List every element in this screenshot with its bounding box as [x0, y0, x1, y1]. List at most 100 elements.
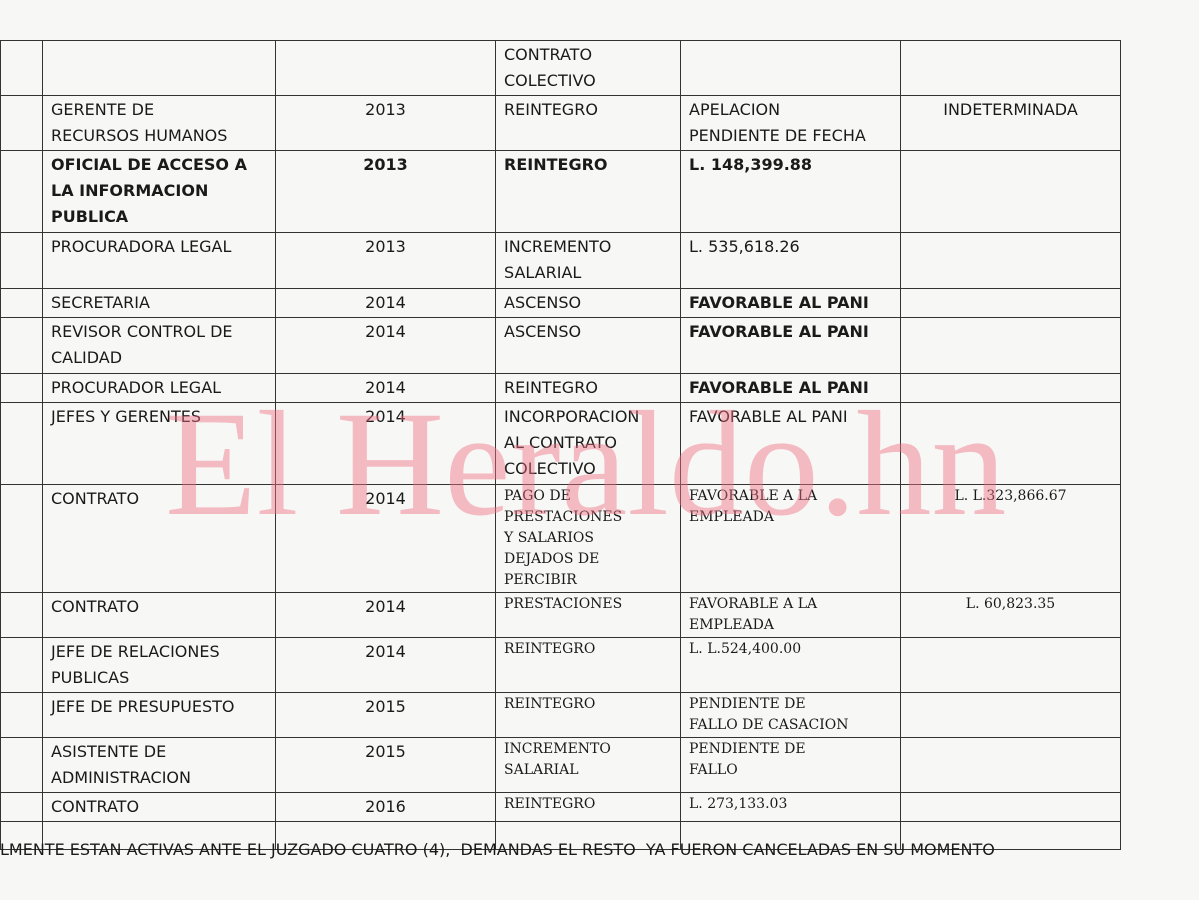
table-cell: INCREMENTO SALARIAL — [495, 737, 681, 793]
table: CONTRATO COLECTIVO GERENTE DE RECURSOS HU… — [0, 40, 1121, 850]
table-cell — [900, 637, 1121, 693]
table-cell: 2016 — [275, 792, 496, 822]
table-cell: 2014 — [275, 402, 496, 485]
table-cell: APELACION PENDIENTE DE FECHA — [680, 95, 901, 151]
table-cell — [900, 792, 1121, 822]
table-cell: PROCURADOR LEGAL — [42, 373, 276, 403]
table-cell — [900, 150, 1121, 233]
table-cell: INCREMENTO SALARIAL — [495, 232, 681, 289]
table-row: JEFE DE PRESUPUESTO 2015 REINTEGRO PENDIENT… — [0, 692, 1121, 738]
table-cell — [900, 402, 1121, 485]
table-cell: CONTRATO COLECTIVO — [495, 40, 681, 96]
index-cell — [0, 792, 43, 822]
table-cell — [900, 373, 1121, 403]
index-cell — [0, 95, 43, 151]
table-cell: ASCENSO — [495, 317, 681, 374]
table-cell: PAGO DE PRESTACIONES Y SALARIOS DEJADOS … — [495, 484, 681, 593]
table-cell: REINTEGRO — [495, 692, 681, 738]
table-cell: 2014 — [275, 288, 496, 318]
index-cell — [0, 821, 43, 850]
table-row: CONTRATO 2014 PAGO DE PRESTACIONES Y SALAR… — [0, 484, 1121, 593]
table-cell: FAVORABLE A LA EMPLEADA — [680, 484, 901, 593]
table-cell: PRESTACIONES — [495, 592, 681, 638]
table-cell: FAVORABLE AL PANI — [680, 288, 901, 318]
table-cell: 2015 — [275, 737, 496, 793]
table-cell: FAVORABLE AL PANI — [680, 402, 901, 485]
table-cell — [900, 288, 1121, 318]
table-cell: L. 148,399.88 — [680, 150, 901, 233]
table-row: OFICIAL DE ACCESO A LA INFORMACION PUBLI… — [0, 150, 1121, 233]
table-cell: REINTEGRO — [495, 373, 681, 403]
table-cell: PROCURADORA LEGAL — [42, 232, 276, 289]
table-cell: REINTEGRO — [495, 150, 681, 233]
table-cell: INCORPORACION AL CONTRATO COLECTIVO — [495, 402, 681, 485]
table-row: GERENTE DE RECURSOS HUMANOS 2013 REINTEGRO… — [0, 95, 1121, 151]
table-cell: REVISOR CONTROL DE CALIDAD — [42, 317, 276, 374]
table-cell: 2013 — [275, 95, 496, 151]
index-cell — [0, 232, 43, 289]
table-cell: L. 273,133.03 — [680, 792, 901, 822]
table-row: JEFE DE RELACIONES PUBLICAS 2014 REINTEGRO… — [0, 637, 1121, 693]
table-cell: 2014 — [275, 592, 496, 638]
table-row: PROCURADORA LEGAL 2013 INCREMENTO SALARIAL… — [0, 232, 1121, 289]
table-cell: 2013 — [275, 232, 496, 289]
index-cell — [0, 40, 43, 96]
table-row: REVISOR CONTROL DE CALIDAD 2014 ASCENSO FAV… — [0, 317, 1121, 374]
index-cell — [0, 692, 43, 738]
table-cell — [900, 737, 1121, 793]
index-cell — [0, 484, 43, 593]
table-row: CONTRATO 2014 PRESTACIONES FAVORABLE A LA E… — [0, 592, 1121, 638]
table-cell: JEFES Y GERENTES — [42, 402, 276, 485]
table-cell: CONTRATO — [42, 592, 276, 638]
table-cell: INDETERMINADA — [900, 95, 1121, 151]
table-cell — [275, 40, 496, 96]
table-cell: FAVORABLE AL PANI — [680, 317, 901, 374]
table-row: CONTRATO 2016 REINTEGRO L. 273,133.03 — [0, 792, 1121, 822]
index-cell — [0, 373, 43, 403]
table-cell — [42, 821, 276, 850]
table-cell: 2014 — [275, 637, 496, 693]
table-cell: 2014 — [275, 317, 496, 374]
table-cell: JEFE DE PRESUPUESTO — [42, 692, 276, 738]
table-cell — [900, 232, 1121, 289]
table-row: PROCURADOR LEGAL 2014 REINTEGRO FAVORABLE A… — [0, 373, 1121, 403]
table-cell — [680, 40, 901, 96]
table-cell — [900, 821, 1121, 850]
index-cell — [0, 592, 43, 638]
table-cell: L. L.524,400.00 — [680, 637, 901, 693]
table-cell: FAVORABLE A LA EMPLEADA — [680, 592, 901, 638]
table-cell: L. 60,823.35 — [900, 592, 1121, 638]
table-cell: JEFE DE RELACIONES PUBLICAS — [42, 637, 276, 693]
table-row — [0, 821, 1121, 850]
table-cell: CONTRATO — [42, 484, 276, 593]
table-row: ASISTENTE DE ADMINISTRACION 2015 INCREMENT… — [0, 737, 1121, 793]
index-cell — [0, 402, 43, 485]
table-row: CONTRATO COLECTIVO — [0, 40, 1121, 96]
table-cell: REINTEGRO — [495, 637, 681, 693]
table-cell: ASISTENTE DE ADMINISTRACION — [42, 737, 276, 793]
table-cell: 2014 — [275, 484, 496, 593]
table-cell: REINTEGRO — [495, 95, 681, 151]
table-cell — [275, 821, 496, 850]
index-cell — [0, 317, 43, 374]
table-cell: 2013 — [275, 150, 496, 233]
table-cell: FAVORABLE AL PANI — [680, 373, 901, 403]
table-cell: 2015 — [275, 692, 496, 738]
table-cell — [900, 317, 1121, 374]
table-row: SECRETARIA 2014 ASCENSO FAVORABLE AL PANI — [0, 288, 1121, 318]
table-cell: GERENTE DE RECURSOS HUMANOS — [42, 95, 276, 151]
index-cell — [0, 637, 43, 693]
table-cell — [42, 40, 276, 96]
table-row: JEFES Y GERENTES 2014 INCORPORACION AL CON… — [0, 402, 1121, 485]
index-cell — [0, 288, 43, 318]
table-cell: L. 535,618.26 — [680, 232, 901, 289]
table-cell: 2014 — [275, 373, 496, 403]
table-cell — [900, 692, 1121, 738]
footer-note: LMENTE ESTAN ACTIVAS ANTE EL JUZGADO CUA… — [0, 840, 995, 859]
table-cell: REINTEGRO — [495, 792, 681, 822]
table-cell: ASCENSO — [495, 288, 681, 318]
table-cell — [680, 821, 901, 850]
table-cell: PENDIENTE DE FALLO — [680, 737, 901, 793]
